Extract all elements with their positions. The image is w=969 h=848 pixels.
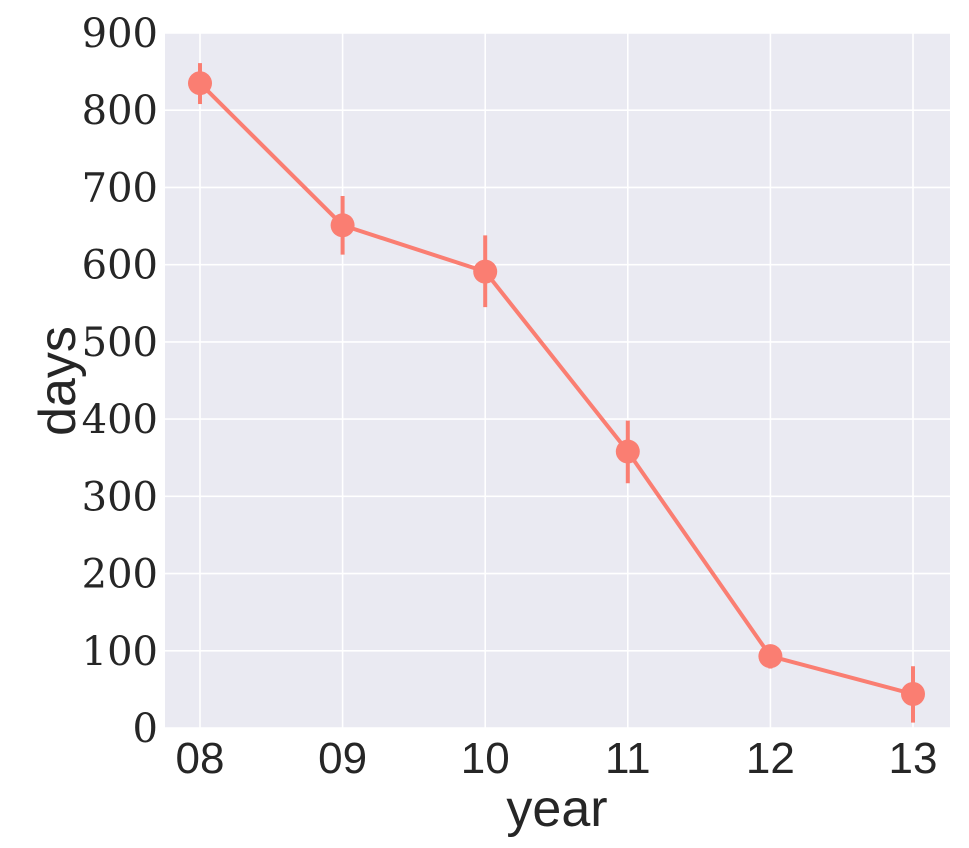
x-tick-label: 13	[889, 734, 938, 783]
y-tick-label: 600	[82, 243, 158, 289]
y-tick-label: 700	[82, 165, 158, 211]
y-tick-label: 200	[82, 552, 158, 598]
data-point	[473, 259, 498, 284]
y-tick-label: 500	[82, 320, 158, 366]
series-line	[198, 81, 914, 696]
y-tick-label: 0	[133, 706, 158, 752]
x-axis-label: year	[506, 780, 607, 838]
x-tick-label: 11	[605, 734, 651, 783]
x-tick-label: 08	[176, 734, 225, 783]
x-tick-label: 12	[746, 734, 795, 783]
y-tick-label: 400	[82, 397, 158, 443]
data-point	[615, 439, 640, 464]
y-tick-label: 100	[82, 629, 158, 675]
grid-lines	[165, 32, 950, 729]
x-tick-label: 09	[318, 734, 367, 783]
data-point	[758, 644, 783, 669]
data-point	[901, 682, 925, 707]
data-point	[330, 213, 355, 238]
plot-area	[165, 33, 950, 728]
x-tick-label: 10	[461, 734, 510, 783]
y-tick-label: 900	[82, 11, 158, 57]
series-layer	[188, 63, 925, 723]
y-tick-label: 800	[82, 88, 158, 134]
x-tick-labels: 08 09 10 11 12 13	[176, 734, 938, 783]
y-axis-label: days	[29, 326, 87, 436]
y-tick-labels: 0 100 200 300 400 500 600 700 800 900	[82, 11, 158, 752]
y-tick-label: 300	[82, 474, 158, 520]
data-point	[188, 71, 212, 96]
